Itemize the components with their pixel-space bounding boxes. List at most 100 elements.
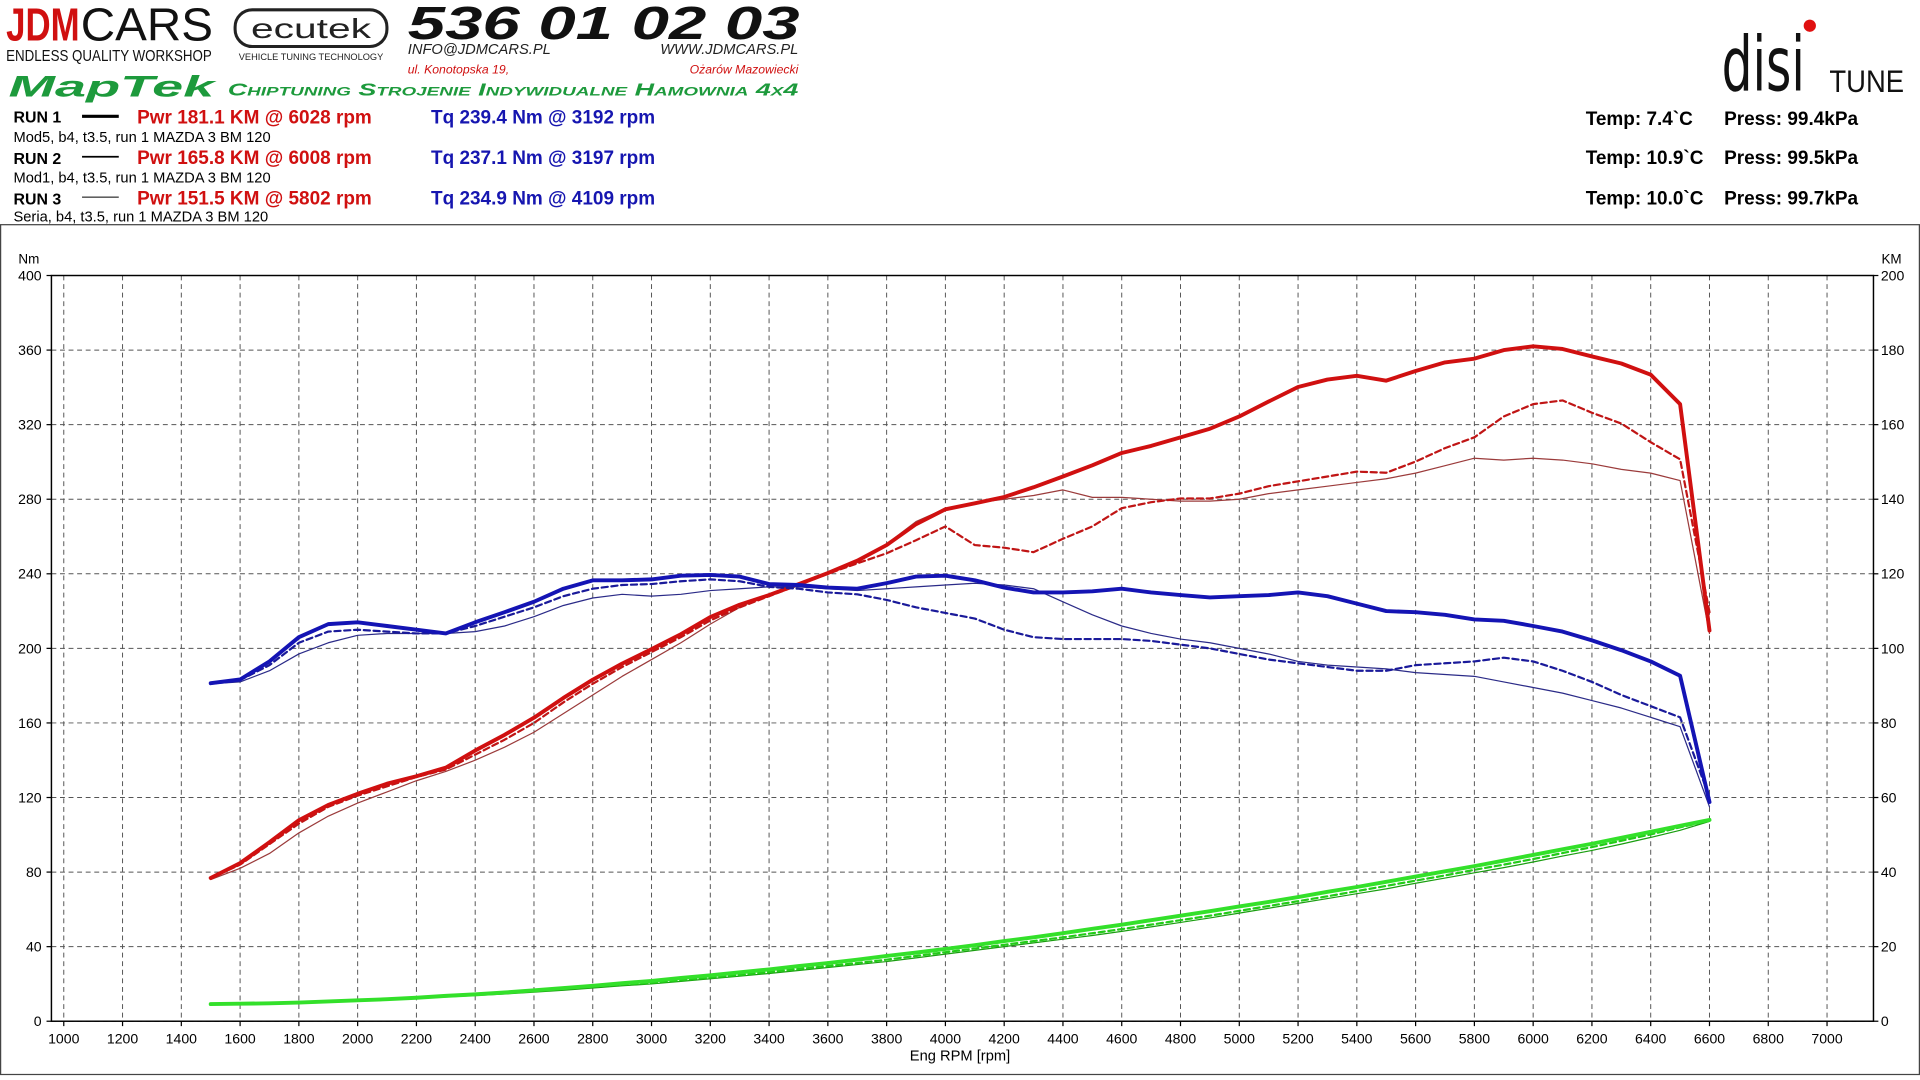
x-axis-label: Eng RPM [rpm] [910,1048,1010,1064]
run-description: Mod1, b4, t3.5, run 1 MAZDA 3 BM 120 [13,170,270,186]
x-tick-label: 4800 [1165,1030,1196,1046]
services: Chiptuning Strojenie Indywidualne Hamown… [228,80,799,100]
email: INFO@JDMCARS.PL [408,42,551,58]
run-temp: Temp: 10.9`C [1586,148,1704,169]
y2-tick-label: 160 [1881,417,1905,433]
x-tick-label: 5400 [1341,1030,1372,1046]
y2-tick-label: 20 [1881,939,1897,955]
run-torque: Tq 239.4 Nm @ 3192 rpm [431,108,655,129]
brand-tagline: ENDLESS QUALITY WORKSHOP [6,48,212,65]
chart-frame [0,224,1920,1076]
y-tick-label: 120 [18,789,42,805]
maptek-logo: MapTek [9,71,218,104]
run-power: Pwr 151.5 KM @ 5802 rpm [137,188,372,209]
x-tick-label: 5600 [1400,1030,1431,1046]
series-line [209,399,1711,880]
run-temp: Temp: 10.0`C [1586,188,1704,209]
x-tick-label: 6000 [1517,1030,1548,1046]
y2-tick-label: 200 [1881,267,1905,283]
run-label: RUN 1 [13,109,61,126]
x-tick-label: 5000 [1224,1030,1255,1046]
x-tick-label: 3200 [695,1030,726,1046]
x-tick-label: 1200 [107,1030,138,1046]
run-label: RUN 3 [13,191,61,208]
x-tick-label: 3400 [753,1030,784,1046]
y-tick-label: 320 [18,417,42,433]
x-tick-label: 2400 [460,1030,491,1046]
run-press: Press: 99.7kPa [1724,188,1858,209]
y2-tick-label: 60 [1881,789,1897,805]
y-tick-label: 240 [18,566,42,582]
y-tick-label: 40 [26,939,42,955]
run-description: Seria, b4, t3.5, run 1 MAZDA 3 BM 120 [13,210,268,226]
y-tick-label: 160 [18,715,42,731]
plot-area [50,274,1875,1022]
ecutek-tagline: VEHICLE TUNING TECHNOLOGY [239,52,383,62]
series-line [208,817,1712,1007]
y-tick-label: 400 [18,267,42,283]
run-torque: Tq 234.9 Nm @ 4109 rpm [431,188,655,209]
x-tick-label: 3600 [812,1030,843,1046]
x-tick-label: 2600 [518,1030,549,1046]
x-tick-label: 4200 [989,1030,1020,1046]
x-tick-label: 2000 [342,1030,373,1046]
y2-tick-label: 80 [1881,715,1897,731]
series-line [210,582,1711,808]
brand-jdm: JDM [6,0,79,50]
x-tick-label: 1600 [224,1030,255,1046]
x-tick-label: 6200 [1576,1030,1607,1046]
run-legend: RUN 1 Pwr 181.1 KM @ 6028 rpm Tq 239.4 N… [13,108,1858,226]
disi-dot [1803,19,1816,32]
y2-tick-label: 120 [1881,566,1905,582]
x-tick-label: 6600 [1694,1030,1725,1046]
x-tick-label: 1000 [48,1030,79,1046]
y2-tick-label: 100 [1881,640,1905,656]
y-tick-label: 200 [18,640,42,656]
y2-tick-label: 140 [1881,491,1905,507]
y-axis-label: Nm [18,251,39,266]
y2-tick-label: 180 [1881,342,1905,358]
run-description: Mod5, b4, t3.5, run 1 MAZDA 3 BM 120 [13,130,270,146]
y-tick-label: 280 [18,491,42,507]
x-tick-label: 6800 [1753,1030,1784,1046]
run-temp: Temp: 7.4`C [1586,109,1693,130]
x-tick-label: 6400 [1635,1030,1666,1046]
ecutek-badge [233,8,389,49]
x-tick-label: 5200 [1282,1030,1313,1046]
x-tick-label: 7000 [1811,1030,1842,1046]
x-tick-label: 4600 [1106,1030,1137,1046]
brand-cars: CARS [81,0,213,50]
y2-axis-label: KM [1881,251,1901,266]
website: WWW.JDMCARS.PL [660,42,798,58]
run-press: Press: 99.4kPa [1724,109,1858,130]
series-line [208,344,1712,881]
y-tick-label: 80 [26,864,42,880]
x-tick-label: 3800 [871,1030,902,1046]
y2-tick-label: 40 [1881,864,1897,880]
x-tick-label: 3000 [636,1030,667,1046]
phone: 536 01 02 03 [408,0,800,49]
x-tick-label: 1800 [283,1030,314,1046]
x-tick-label: 4400 [1047,1030,1078,1046]
run-torque: Tq 237.1 Nm @ 3197 rpm [431,148,655,169]
x-tick-label: 2800 [577,1030,608,1046]
tune-logo: TUNE [1829,63,1904,99]
run-power: Pwr 165.8 KM @ 6008 rpm [137,148,372,169]
ecutek-logo: ecutek [251,13,372,44]
plot: 1000 1200 1400 1600 1800 2000 2200 2400 2600 2800… [18,267,1904,1046]
run-press: Press: 99.5kPa [1724,148,1858,169]
x-tick-label: 5800 [1459,1030,1490,1046]
x-tick-label: 4000 [930,1030,961,1046]
disi-logo: disi [1722,21,1805,109]
city: Ożarów Mazowiecki [690,62,799,76]
series-line [208,572,1712,804]
y-tick-label: 360 [18,342,42,358]
run-power: Pwr 181.1 KM @ 6028 rpm [137,108,372,129]
y-tick-label: 0 [34,1013,42,1029]
x-tick-label: 2200 [401,1030,432,1046]
y2-tick-label: 0 [1881,1013,1889,1029]
run-label: RUN 2 [13,151,61,168]
address: ul. Konotopska 19, [408,62,509,76]
